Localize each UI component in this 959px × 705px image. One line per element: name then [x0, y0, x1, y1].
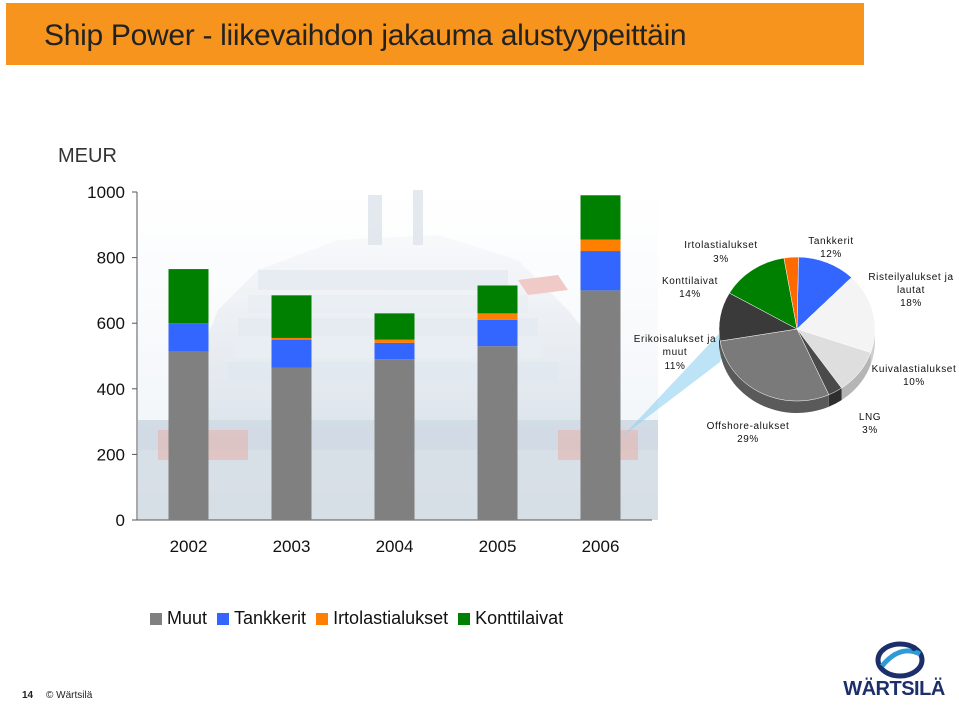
bar-segment-muut-2006 — [580, 290, 621, 520]
pie-chart: Tankkerit 12% Risteilyalukset ja lautat 18% K… — [622, 236, 956, 445]
pie-side-offshore-alukset — [720, 341, 829, 414]
page-number: 14 — [22, 690, 34, 701]
legend-item-konttilaivat: Konttilaivat — [458, 608, 563, 629]
bar-segment-konttilaivat-2003 — [271, 295, 312, 338]
pie-slice-irtolastialukset — [783, 256, 799, 330]
wartsila-logo: WÄRTSILÄ — [838, 636, 950, 702]
pie-label-percent: 3% — [862, 425, 878, 436]
pie-slice-risteilyalukset-ja-lautat — [796, 277, 876, 353]
bar-segment-irtolastialukset-2004 — [374, 339, 415, 343]
y-tick-label: 0 — [116, 511, 125, 530]
pie-label-percent: 11% — [664, 361, 685, 372]
pie-label-percent: 29% — [737, 434, 759, 445]
pie-label-name: Tankkerit — [808, 236, 853, 247]
y-tick-label: 800 — [97, 249, 125, 268]
pie-label-name-line1: Risteilyalukset ja — [868, 272, 953, 283]
bar-segment-tankkerit-2006 — [580, 251, 621, 291]
bar-segment-irtolastialukset-2006 — [580, 239, 621, 252]
pie-label-name: Offshore-alukset — [707, 421, 790, 432]
pie-label-name: LNG — [859, 412, 881, 423]
pie-label-percent: 18% — [900, 298, 922, 309]
legend-label: Konttilaivat — [475, 608, 564, 628]
bar-segment-konttilaivat-2004 — [374, 313, 415, 340]
bar-segment-konttilaivat-2006 — [580, 195, 621, 240]
pie-label-percent: 3% — [713, 254, 729, 265]
y-tick-label: 1000 — [87, 183, 125, 202]
x-tick-label: 2004 — [376, 537, 414, 556]
logo-wordmark: WÄRTSILÄ — [843, 678, 945, 700]
bar-segment-tankkerit-2005 — [477, 319, 518, 347]
legend-swatch — [217, 612, 230, 625]
stacked-bar-chart: 0 200 400 600 800 1000 2002 2003 2004 2005 2006 — [87, 183, 652, 556]
y-tick-label: 200 — [97, 445, 125, 464]
x-tick-label: 2005 — [479, 537, 517, 556]
legend-item-tankkerit: Tankkerit — [217, 608, 306, 629]
pie-label-percent: 14% — [679, 289, 701, 300]
pie-slice-offshore-alukset — [719, 328, 830, 402]
bar-segment-muut-2002 — [168, 351, 209, 520]
x-tick-label: 2002 — [170, 537, 208, 556]
bar-segment-tankkerit-2004 — [374, 342, 415, 360]
legend-label: Muut — [167, 608, 208, 628]
pie-label-name: Konttilaivat — [662, 276, 718, 287]
legend-label: Tankkerit — [234, 608, 307, 628]
bar-segment-irtolastialukset-2005 — [477, 313, 518, 320]
pie-label-percent: 12% — [820, 249, 842, 260]
bar-segment-tankkerit-2002 — [168, 323, 209, 352]
bar-segment-konttilaivat-2005 — [477, 285, 518, 314]
x-tick-label: 2006 — [582, 537, 620, 556]
legend-swatch — [150, 612, 162, 625]
pie-label-name-line1: Erikoisalukset ja — [634, 334, 716, 345]
title-bar: Ship Power - liikevaihdon jakauma alusty… — [6, 3, 864, 65]
legend-swatch — [458, 612, 471, 625]
slide-title: Ship Power - liikevaihdon jakauma alusty… — [44, 19, 687, 52]
legend-swatch — [316, 612, 329, 625]
y-tick-label: 600 — [97, 314, 125, 333]
y-tick-label: 400 — [97, 380, 125, 399]
legend-label: Irtolastialukset — [333, 608, 449, 628]
pie-label-name: Irtolastialukset — [684, 240, 758, 251]
bar-segment-muut-2003 — [271, 367, 312, 520]
pie-side-erikoisalukset-ja-muut — [719, 329, 721, 354]
pie-side-lng — [828, 388, 842, 407]
callout-connector — [622, 320, 732, 437]
bar-segment-muut-2005 — [477, 346, 518, 520]
legend-item-irtolastialukset: Irtolastialukset — [316, 608, 448, 629]
legend-item-muut: Muut — [150, 608, 207, 629]
pie-label-name-line2: muut — [663, 347, 688, 358]
bar-segment-tankkerit-2003 — [271, 339, 312, 368]
pie-label-name-line2: lautat — [897, 285, 925, 296]
x-tick-label: 2003 — [273, 537, 311, 556]
pie-slice-konttilaivat — [729, 257, 798, 330]
pie-label-percent: 10% — [903, 377, 925, 388]
unit-label: MEUR — [58, 145, 117, 167]
chart-legend: Muut Tankkerit Irtolastialukset Konttilaiva… — [150, 608, 573, 629]
bar-segment-irtolastialukset-2003 — [271, 337, 312, 340]
bar-segment-muut-2004 — [374, 359, 415, 520]
copyright-text: © Wärtsilä — [46, 690, 93, 701]
pie-label-name: Kuivalastialukset — [872, 364, 957, 375]
logo-swirl-icon — [875, 641, 925, 679]
bar-segment-konttilaivat-2002 — [168, 269, 209, 324]
